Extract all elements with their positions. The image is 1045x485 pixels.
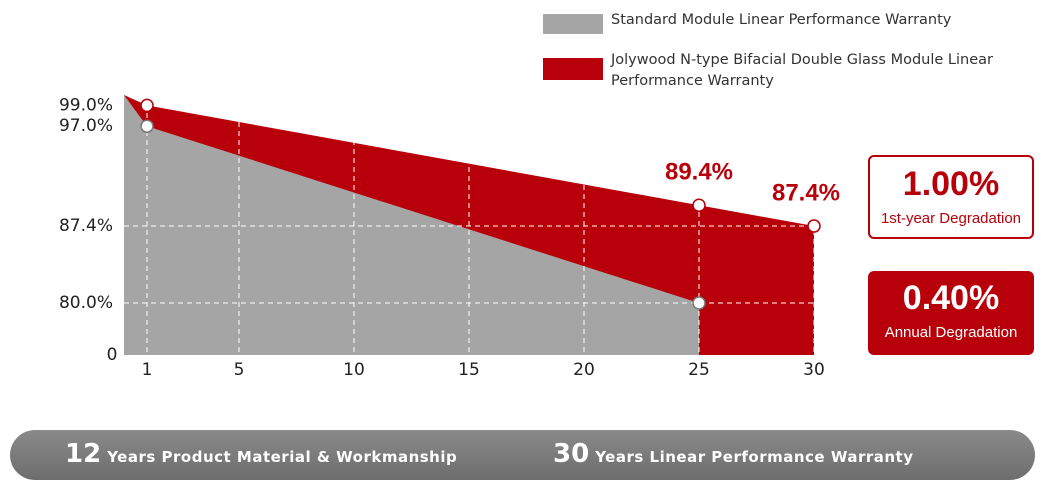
banner-text: Years Product Material & Workmanship bbox=[107, 448, 458, 466]
badge: 0.40%Annual Degradationfilled bbox=[868, 271, 1034, 355]
x-tick-label: 1 bbox=[142, 360, 153, 380]
y-tick-label: 87.4% bbox=[59, 216, 113, 236]
y-origin-label: 0 bbox=[107, 345, 118, 365]
badge-label: 1st-year Degradation bbox=[880, 210, 1022, 227]
legend-label: Standard Module Linear Performance Warra… bbox=[611, 12, 952, 28]
banner-number: 12 bbox=[65, 439, 102, 469]
banner: 12 Years Product Material & Workmanship 30… bbox=[10, 430, 1035, 480]
legend-entry: Jolywood N-type Bifacial Double Glass Mo… bbox=[543, 50, 1023, 92]
x-tick-label: 15 bbox=[458, 360, 480, 380]
badge: 1.00%1st-year Degradationoutline bbox=[868, 155, 1034, 239]
y-tick-label: 99.0% bbox=[59, 95, 113, 115]
x-tick-label: 30 bbox=[803, 360, 825, 380]
x-tick-label: 25 bbox=[688, 360, 710, 380]
legend-swatch bbox=[543, 14, 603, 34]
point-marker bbox=[140, 98, 154, 113]
legend-label: Jolywood N-type Bifacial Double Glass Mo… bbox=[611, 52, 993, 89]
badge-value: 1.00% bbox=[902, 165, 1000, 203]
legend-swatch bbox=[543, 58, 603, 80]
point-marker bbox=[807, 219, 821, 233]
badge-label: Annual Degradation bbox=[884, 324, 1018, 341]
x-tick-label: 5 bbox=[234, 360, 245, 380]
legend-entry: Standard Module Linear Performance Warra… bbox=[543, 10, 1023, 34]
area bbox=[124, 95, 699, 355]
value-label: 87.4% bbox=[772, 179, 840, 206]
x-tick-label: 10 bbox=[343, 360, 365, 380]
y-tick-label: 97.0% bbox=[59, 116, 113, 136]
banner-text: Years Linear Performance Warranty bbox=[595, 448, 914, 466]
value-label: 89.4% bbox=[665, 159, 733, 186]
banner-item: 30 Years Linear Performance Warranty bbox=[553, 439, 914, 469]
banner-item: 12 Years Product Material & Workmanship bbox=[65, 439, 457, 469]
x-tick-label: 20 bbox=[573, 360, 595, 380]
point-marker bbox=[692, 198, 706, 212]
badge-value: 0.40% bbox=[902, 279, 1000, 317]
chart: 89.4%87.4%80.0%87.4%97.0%99.0%01 5 10 15 20 2… bbox=[59, 95, 840, 380]
banner-number: 30 bbox=[553, 439, 590, 469]
point-marker bbox=[692, 296, 706, 310]
point-marker bbox=[140, 119, 154, 133]
y-tick-label: 80.0% bbox=[59, 293, 113, 313]
